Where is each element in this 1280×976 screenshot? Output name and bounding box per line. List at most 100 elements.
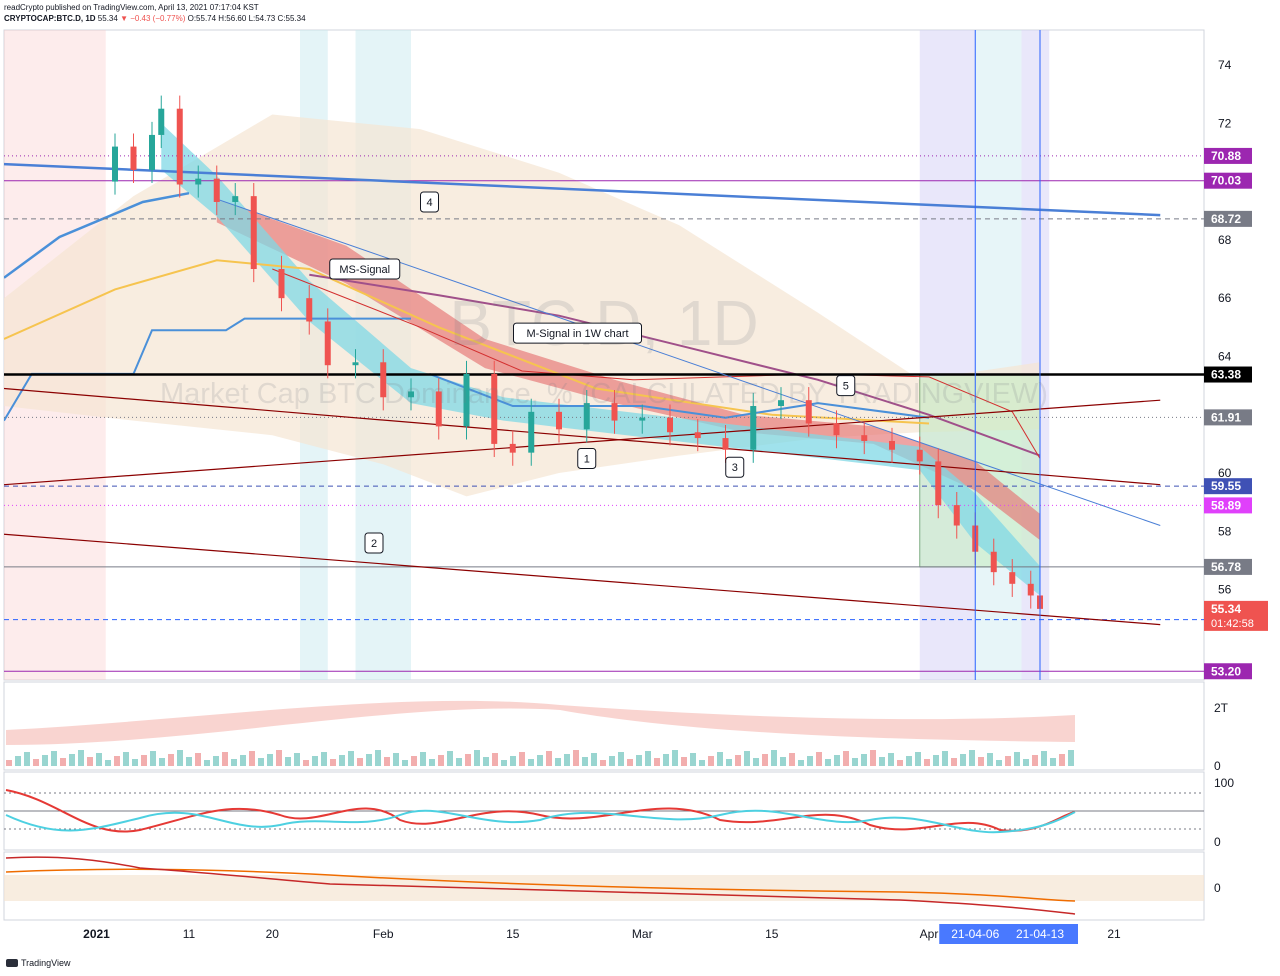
volume-bar (150, 751, 156, 766)
volume-bar (798, 760, 804, 766)
volume-bar (6, 760, 12, 766)
candle-body (556, 411, 562, 430)
x-tick-label: Mar (632, 927, 653, 941)
oscillator-pane-tick: 100 (1214, 776, 1234, 790)
volume-bar (1059, 754, 1065, 766)
volume-bar (312, 756, 318, 766)
volume-bar (1032, 755, 1038, 766)
y-tick-label: 56 (1218, 583, 1232, 597)
low-value: L:54.73 (248, 14, 276, 23)
volume-bar (222, 752, 228, 766)
volume-bar (195, 753, 201, 766)
volume-bar (771, 750, 777, 766)
y-tick-label: 60 (1218, 466, 1232, 480)
volume-bar (321, 752, 327, 766)
candle-body (833, 423, 840, 436)
candle-body (750, 406, 757, 450)
trendline-4 (4, 162, 1161, 217)
candle-body (667, 417, 673, 433)
level-badge-text: 61.91 (1211, 410, 1241, 424)
last-price-badge (1204, 600, 1268, 631)
candle-body (990, 551, 997, 573)
volume-bar (285, 757, 291, 766)
candle-body (176, 108, 183, 185)
volume-bar (78, 750, 84, 766)
high-value: H:56.60 (218, 14, 247, 23)
candle-body (1009, 572, 1016, 584)
candle-body (778, 400, 784, 407)
volume-bar (636, 755, 642, 766)
volume-bar (708, 756, 714, 766)
volume-bar (501, 760, 507, 766)
volume-bar (960, 754, 966, 766)
volume-bar (681, 757, 687, 766)
callout-text-0: 1 (584, 453, 590, 465)
level-badge (1204, 210, 1252, 227)
volume-pane-tick: 2T (1214, 701, 1229, 715)
m-signal-1w-line (272, 268, 1041, 459)
callout-box-1 (364, 532, 384, 554)
tradingview-brand-text: TradingView (21, 958, 71, 968)
x-tick-label: 20 (266, 927, 280, 941)
volume-bar (258, 758, 264, 766)
level-badge-text: 53.20 (1211, 664, 1241, 678)
volume-bar (168, 754, 174, 766)
tradingview-logo[interactable]: TradingView (6, 958, 71, 968)
x-tick-label: Feb (373, 927, 394, 941)
volume-bar (177, 750, 183, 766)
volume-bar (789, 753, 795, 766)
y-tick-label: 74 (1218, 58, 1232, 72)
volume-bar (996, 760, 1002, 766)
callout-box-5 (329, 258, 401, 280)
volume-bar (528, 759, 534, 766)
oscillator-pane-tick: 0 (1214, 835, 1221, 849)
candle-body (694, 432, 701, 439)
volume-bar (411, 756, 417, 766)
candle-body (611, 403, 618, 421)
volume-bar (780, 757, 786, 766)
indicator-panes: 2T 0 100 0 0 (3, 681, 1234, 921)
volume-bar (987, 753, 993, 766)
level-badge-text: 70.88 (1211, 149, 1241, 163)
callout-text-6: M-Signal in 1W chart (526, 328, 628, 340)
candle-body (380, 362, 387, 398)
volume-bar (1068, 750, 1074, 766)
volume-bar (1005, 756, 1011, 766)
candle-body (583, 403, 590, 430)
volume-bar (186, 757, 192, 766)
candle-body (1027, 583, 1034, 596)
volume-bar (627, 759, 633, 766)
volume-bar (42, 755, 48, 766)
level-badge (1204, 172, 1252, 189)
volume-bar (582, 757, 588, 766)
volume-bar (690, 753, 696, 766)
symbol-label[interactable]: CRYPTOCAP:BTC.D, 1D (4, 14, 96, 23)
volume-bar (807, 756, 813, 766)
volume-bar (438, 755, 444, 766)
candle-body (250, 196, 257, 270)
volume-bar (159, 758, 165, 766)
volume-bar (303, 760, 309, 766)
y-tick-label: 64 (1218, 349, 1232, 363)
candle-body (408, 391, 414, 398)
volume-bar (672, 750, 678, 766)
level-badge (1204, 478, 1252, 495)
volume-bar (375, 750, 381, 766)
volume-bar (654, 758, 660, 766)
volume-bar (366, 754, 372, 766)
time-axis: 2021 11 20 Feb 15 Mar 15 Apr 21 21-04-06 21-04-13 (4, 919, 1204, 944)
y-tick-label: 66 (1218, 291, 1232, 305)
volume-bar (474, 750, 480, 766)
level-badge (1204, 558, 1252, 575)
tradingview-mark-icon (6, 959, 18, 967)
open-value: O:55.74 (187, 14, 217, 23)
volume-bar (1023, 759, 1029, 766)
volume-pane-tick: 0 (1214, 759, 1221, 773)
volume-bar (339, 755, 345, 766)
candle-body (213, 178, 220, 202)
volume-bar (519, 752, 525, 766)
callout-text-4: 5 (843, 381, 849, 393)
publisher-line: readCrypto published on TradingView.com,… (4, 3, 259, 12)
